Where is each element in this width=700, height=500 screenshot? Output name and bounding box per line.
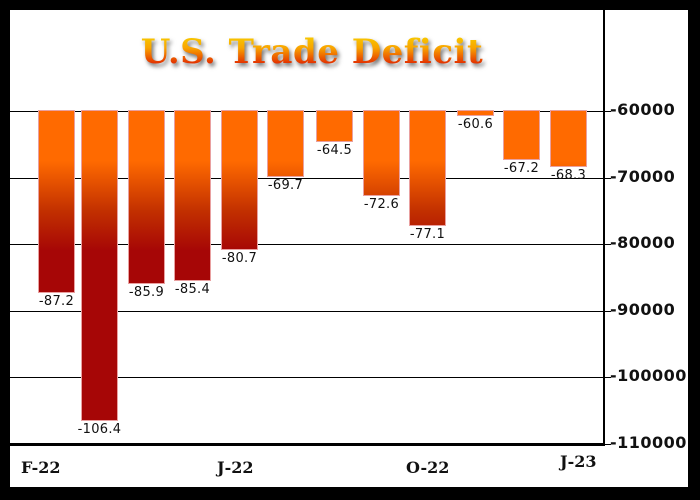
bar-value-label: -67.2 [503,160,540,176]
chart-canvas: U.S. Trade Deficit -60000 -70000 -80000 -90… [10,10,688,487]
bar [175,111,210,281]
y-tick-label: -90000 [610,300,676,319]
bar-value-label: -106.4 [77,422,122,438]
x-axis-baseline [10,443,604,446]
bar [39,111,74,293]
x-tick-label: F-22 [21,458,61,477]
bar-value-label: -85.9 [128,285,165,301]
bar-value-label: -87.2 [38,294,75,310]
chart-title: U.S. Trade Deficit [10,32,614,72]
gridline [10,311,604,312]
bar [129,111,164,284]
bar [82,111,117,421]
x-tick-label: O-22 [406,458,450,477]
bar-value-label: -68.3 [550,168,587,184]
x-tick-label: J-22 [217,458,254,477]
y-axis-line [603,10,605,446]
bar-value-label: -77.1 [409,226,446,242]
y-tick-label: -60000 [610,100,676,119]
bar [222,111,257,249]
y-tick [605,377,611,378]
bar [410,111,445,225]
gridline [10,377,604,378]
y-tick [605,311,611,312]
bar [551,111,586,167]
bar-value-label: -69.7 [267,177,304,193]
y-tick-label: -100000 [610,366,687,385]
y-tick-label: -110000 [610,433,687,452]
x-tick-label: J-23 [560,452,597,471]
y-tick-label: -80000 [610,233,676,252]
y-tick-label: -70000 [610,167,676,186]
y-tick [605,111,611,112]
bar-value-label: -60.6 [457,116,494,132]
bar-value-label: -72.6 [363,196,400,212]
bar-value-label: -80.7 [221,250,258,266]
bar [458,111,493,115]
y-tick [605,178,611,179]
gridline [10,178,604,179]
bar-value-label: -64.5 [316,142,353,158]
bar [364,111,399,195]
gridline [10,111,604,112]
plot-area: -60000 -70000 -80000 -90000 -100000 -110000 -8… [10,10,688,487]
bar [317,111,352,141]
gridline [10,244,604,245]
y-tick [605,444,611,445]
bar [504,111,539,159]
bar-value-label: -85.4 [174,282,211,298]
y-tick [605,244,611,245]
bar [268,111,303,176]
